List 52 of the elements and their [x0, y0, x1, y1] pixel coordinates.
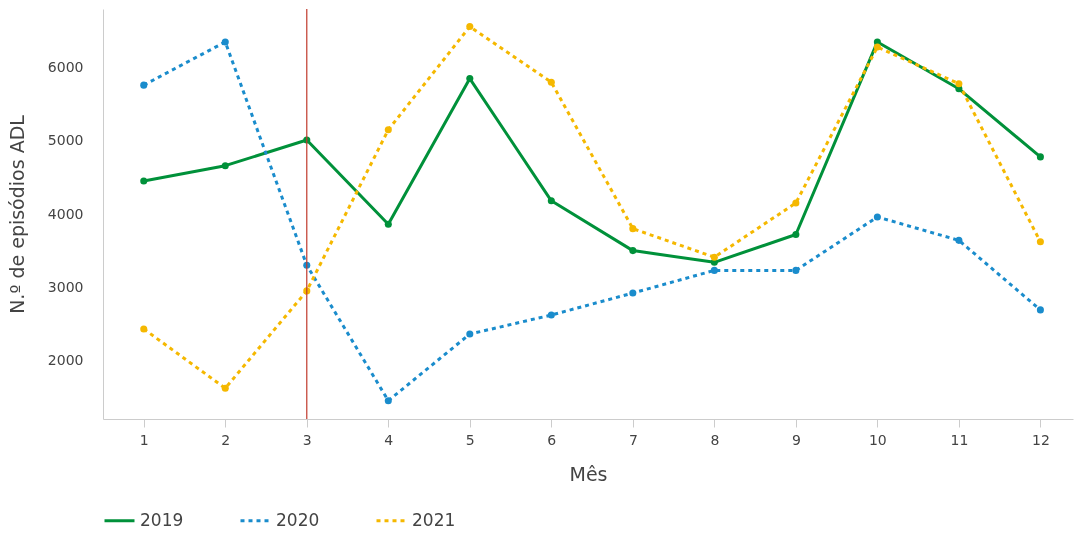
point	[1036, 306, 1044, 314]
point	[384, 220, 392, 228]
point	[547, 311, 555, 319]
point	[384, 126, 392, 134]
x-tick-label: 8	[710, 431, 720, 448]
point	[221, 384, 229, 392]
point	[629, 247, 637, 255]
y-axis-title: N.º de episódios ADL	[5, 114, 28, 314]
point	[466, 75, 474, 83]
point	[1036, 238, 1044, 246]
point	[792, 230, 800, 239]
y-tick-label: 5000	[47, 132, 84, 149]
y-tick-label: 4000	[47, 205, 84, 222]
x-tick-label: 11	[950, 431, 969, 448]
point	[710, 266, 718, 274]
point	[1036, 153, 1044, 161]
point	[955, 80, 963, 88]
point	[792, 266, 800, 274]
point	[873, 43, 881, 51]
point	[466, 330, 474, 338]
x-tick-label: 5	[465, 431, 475, 448]
point	[955, 236, 963, 244]
point	[873, 213, 881, 221]
legend-label: 2019	[140, 509, 184, 530]
x-tick-label: 7	[628, 431, 638, 448]
legend-label: 2020	[276, 509, 320, 530]
point	[140, 325, 148, 333]
x-tick-label: 2	[221, 431, 231, 448]
point	[221, 162, 229, 170]
point	[221, 38, 229, 46]
point	[547, 78, 555, 86]
point	[629, 225, 637, 233]
y-tick-label: 3000	[47, 278, 84, 295]
y-tick-label: 2000	[47, 351, 84, 368]
point	[710, 253, 718, 261]
x-tick-label: 12	[1031, 431, 1050, 448]
point	[140, 177, 148, 185]
point	[466, 23, 474, 31]
x-tick-label: 3	[302, 431, 312, 448]
point	[384, 397, 392, 405]
x-tick-label: 9	[791, 431, 801, 448]
y-tick-label: 6000	[47, 59, 84, 76]
point	[629, 289, 637, 297]
point	[547, 197, 555, 205]
x-tick-label: 10	[868, 431, 887, 448]
x-tick-label: 4	[384, 431, 394, 448]
x-axis-title: Mês	[569, 462, 608, 485]
point	[792, 199, 800, 207]
legend-label: 2021	[412, 509, 456, 530]
x-tick-label: 6	[547, 431, 557, 448]
x-tick-label: 1	[139, 431, 149, 448]
point	[140, 81, 148, 89]
